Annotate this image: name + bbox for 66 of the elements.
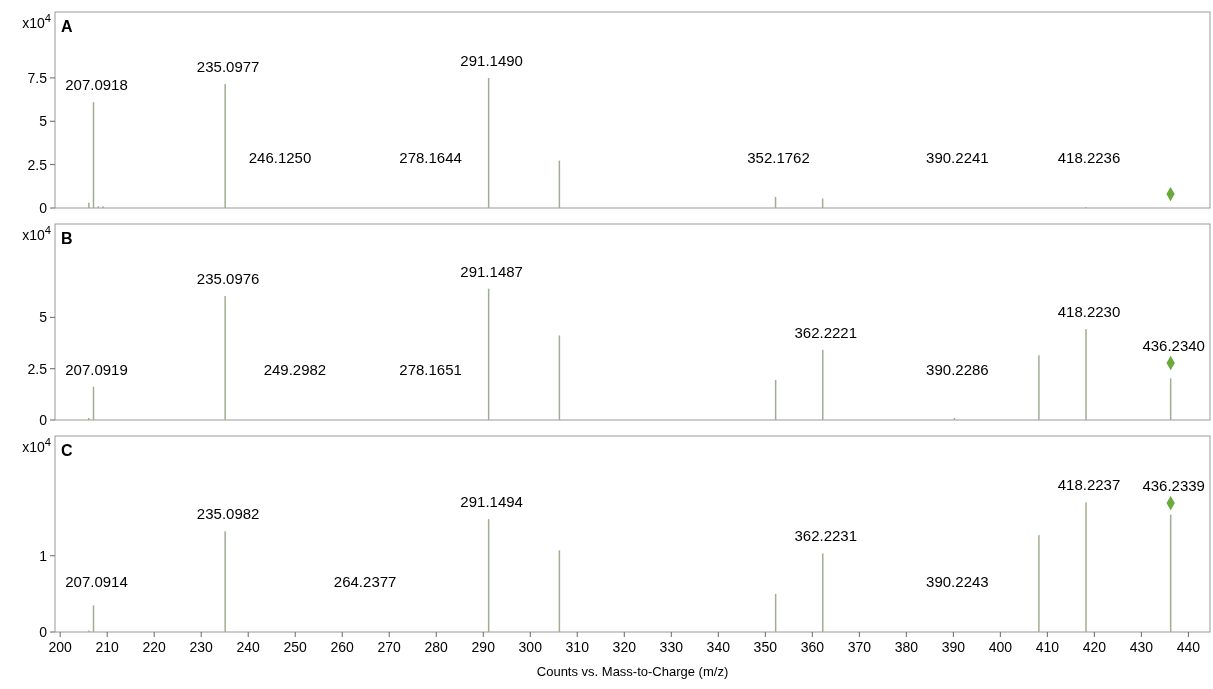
x-tick-label: 210 <box>95 639 120 655</box>
annotation: 235.0976 <box>196 270 260 288</box>
annotation: 264.2377 <box>333 573 397 590</box>
x-tick-label: 280 <box>424 639 449 655</box>
x-tick-label: 270 <box>377 639 402 655</box>
x-tick-label: 410 <box>1035 639 1060 655</box>
x-tick-label: 250 <box>283 639 308 655</box>
annotation: 352.1762 <box>747 149 810 166</box>
y-tick-label: 0 <box>39 411 48 428</box>
annotation: 390.2286 <box>926 361 989 378</box>
y-tick-label: 1 <box>39 547 48 564</box>
x-tick-label: 260 <box>330 639 355 655</box>
x-tick-label: 200 <box>48 639 73 655</box>
x-tick-label: 440 <box>1176 639 1201 655</box>
chart-title: A <box>61 18 73 35</box>
y-tick-label: 7.5 <box>27 69 48 86</box>
x-tick-label: 330 <box>659 639 684 655</box>
annotation: 235.0982 <box>196 505 260 523</box>
y-tick-label: 2.5 <box>27 156 48 173</box>
x-tick-label: 220 <box>142 639 167 655</box>
annotation: 390.2243 <box>926 573 989 590</box>
x-tick-label: 340 <box>706 639 731 655</box>
x-tick-label: 240 <box>236 639 261 655</box>
x-tick-label: 420 <box>1082 639 1107 655</box>
x-tick-label: 360 <box>800 639 825 655</box>
annotation: 362.2221 <box>794 323 858 341</box>
annotation: 390.2241 <box>926 149 989 166</box>
annotation: 436.2339 <box>1142 477 1205 495</box>
annotation: 418.2230 <box>1057 303 1121 321</box>
y-axis-title: x10$^{4}$ <box>22 12 51 31</box>
annotation: 436.2340 <box>1142 336 1205 354</box>
x-tick-label: 310 <box>565 639 590 655</box>
chart-title: B <box>61 230 73 247</box>
x-tick-label: 320 <box>612 639 637 655</box>
annotation: 278.1651 <box>399 361 462 378</box>
x-tick-label: 430 <box>1129 639 1154 655</box>
annotation: 291.1490 <box>460 51 523 69</box>
x-tick-label: 350 <box>753 639 778 655</box>
x-tick-label: 290 <box>471 639 496 655</box>
annotation: 235.0977 <box>196 57 260 75</box>
x-tick-label: 390 <box>941 639 966 655</box>
annotation: 418.2237 <box>1057 476 1121 494</box>
annotation: 249.2982 <box>263 361 327 378</box>
x-tick-label: 370 <box>847 639 872 655</box>
x-tick-label: 380 <box>894 639 919 655</box>
x-tick-label: 400 <box>988 639 1013 655</box>
annotation: 291.1487 <box>460 262 523 280</box>
annotation: 418.2236 <box>1057 149 1121 166</box>
annotation: 207.0918 <box>65 76 128 94</box>
y-tick-label: 0 <box>39 623 48 640</box>
x-axis-title: Counts vs. Mass-to-Charge (m/z) <box>536 664 729 679</box>
y-tick-label: 2.5 <box>27 360 48 377</box>
annotation: 291.1494 <box>460 493 523 511</box>
chart-title: C <box>61 442 73 459</box>
annotation: 246.1250 <box>248 149 312 166</box>
y-axis-title: x10$^{4}$ <box>22 436 51 455</box>
x-tick-label: 300 <box>518 639 543 655</box>
annotation: 278.1644 <box>399 149 462 166</box>
annotation: 362.2231 <box>794 527 858 545</box>
annotation: 207.0914 <box>65 573 128 590</box>
y-tick-label: 5 <box>39 309 48 326</box>
y-axis-title: x10$^{4}$ <box>22 224 51 243</box>
y-tick-label: 5 <box>39 113 48 130</box>
y-tick-label: 0 <box>39 199 48 216</box>
annotation: 207.0919 <box>65 360 128 378</box>
x-tick-label: 230 <box>189 639 214 655</box>
